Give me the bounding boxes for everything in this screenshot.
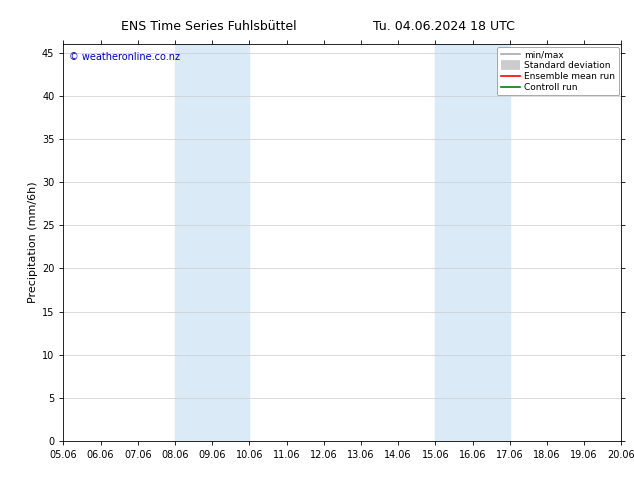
Text: ENS Time Series Fuhlsbüttel: ENS Time Series Fuhlsbüttel <box>121 20 297 33</box>
Y-axis label: Precipitation (mm/6h): Precipitation (mm/6h) <box>28 182 37 303</box>
Legend: min/max, Standard deviation, Ensemble mean run, Controll run: min/max, Standard deviation, Ensemble me… <box>497 47 619 96</box>
Bar <box>436 44 510 441</box>
Text: Tu. 04.06.2024 18 UTC: Tu. 04.06.2024 18 UTC <box>373 20 515 33</box>
Text: © weatheronline.co.nz: © weatheronline.co.nz <box>69 52 180 62</box>
Bar <box>175 44 249 441</box>
